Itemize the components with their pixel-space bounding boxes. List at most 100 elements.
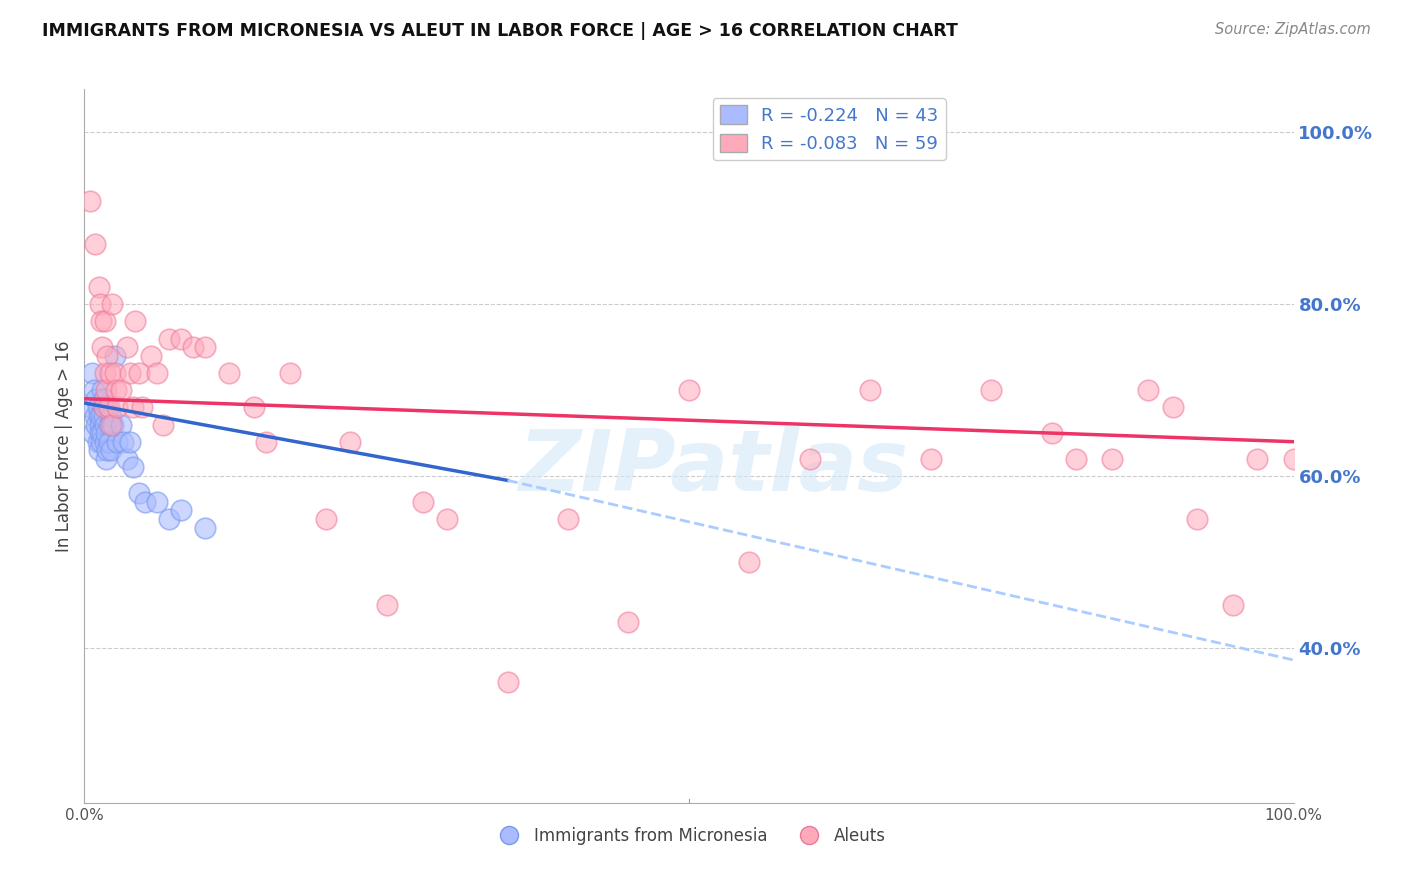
Point — [339, 434, 361, 449]
Point — [157, 512, 180, 526]
Point — [1246, 451, 1268, 466]
Point — [110, 383, 132, 397]
Point — [121, 460, 143, 475]
Point — [678, 383, 700, 397]
Point — [1222, 598, 1244, 612]
Point — [920, 451, 942, 466]
Point — [738, 555, 761, 569]
Point — [87, 280, 110, 294]
Point — [93, 401, 115, 415]
Point — [218, 366, 240, 380]
Point — [131, 401, 153, 415]
Point — [97, 401, 120, 415]
Point — [980, 383, 1002, 397]
Point — [94, 434, 117, 449]
Point — [315, 512, 337, 526]
Point — [94, 366, 117, 380]
Point — [79, 401, 101, 415]
Point — [1161, 401, 1184, 415]
Point — [91, 426, 114, 441]
Point — [120, 434, 142, 449]
Point — [101, 297, 124, 311]
Point — [104, 366, 127, 380]
Point — [139, 349, 162, 363]
Point — [124, 314, 146, 328]
Point — [1282, 451, 1305, 466]
Point — [90, 434, 112, 449]
Text: ZIPatlas: ZIPatlas — [517, 425, 908, 509]
Point — [87, 443, 110, 458]
Point — [96, 401, 118, 415]
Point — [1185, 512, 1208, 526]
Point — [94, 426, 117, 441]
Point — [91, 340, 114, 354]
Point — [96, 443, 118, 458]
Point — [97, 434, 120, 449]
Point — [128, 366, 150, 380]
Point — [105, 434, 128, 449]
Point — [152, 417, 174, 432]
Point — [110, 417, 132, 432]
Point — [146, 366, 169, 380]
Point — [79, 194, 101, 208]
Point — [98, 366, 121, 380]
Point — [90, 314, 112, 328]
Point — [94, 451, 117, 466]
Point — [194, 521, 217, 535]
Point — [96, 349, 118, 363]
Point — [105, 401, 128, 415]
Point — [84, 236, 107, 251]
Point — [496, 675, 519, 690]
Point — [86, 401, 108, 415]
Point — [128, 486, 150, 500]
Point — [100, 443, 122, 458]
Text: IMMIGRANTS FROM MICRONESIA VS ALEUT IN LABOR FORCE | AGE > 16 CORRELATION CHART: IMMIGRANTS FROM MICRONESIA VS ALEUT IN L… — [42, 22, 957, 40]
Point — [86, 434, 108, 449]
Point — [94, 314, 117, 328]
Text: Source: ZipAtlas.com: Source: ZipAtlas.com — [1215, 22, 1371, 37]
Point — [617, 615, 640, 630]
Point — [115, 340, 138, 354]
Point — [83, 383, 105, 397]
Point — [84, 409, 107, 423]
Point — [254, 434, 277, 449]
Point — [86, 392, 108, 406]
Point — [242, 401, 264, 415]
Point — [86, 417, 108, 432]
Point — [115, 451, 138, 466]
Point — [181, 340, 204, 354]
Point — [100, 417, 122, 432]
Point — [1064, 451, 1087, 466]
Point — [412, 495, 434, 509]
Point — [91, 383, 114, 397]
Point — [170, 503, 193, 517]
Point — [80, 366, 103, 380]
Point — [112, 434, 135, 449]
Y-axis label: In Labor Force | Age > 16: In Labor Force | Age > 16 — [55, 340, 73, 552]
Point — [90, 409, 112, 423]
Point — [93, 392, 115, 406]
Point — [93, 409, 115, 423]
Point — [103, 417, 125, 432]
Point — [100, 409, 122, 423]
Point — [799, 451, 821, 466]
Point — [121, 401, 143, 415]
Point — [859, 383, 882, 397]
Point — [1040, 426, 1063, 441]
Point — [157, 332, 180, 346]
Point — [1101, 451, 1123, 466]
Point — [134, 495, 156, 509]
Point — [194, 340, 217, 354]
Point — [104, 349, 127, 363]
Point — [278, 366, 301, 380]
Point — [436, 512, 458, 526]
Point — [97, 417, 120, 432]
Point — [89, 417, 111, 432]
Point — [1137, 383, 1160, 397]
Point — [120, 366, 142, 380]
Point — [82, 426, 104, 441]
Point — [87, 409, 110, 423]
Point — [89, 426, 111, 441]
Point — [375, 598, 398, 612]
Point — [94, 383, 117, 397]
